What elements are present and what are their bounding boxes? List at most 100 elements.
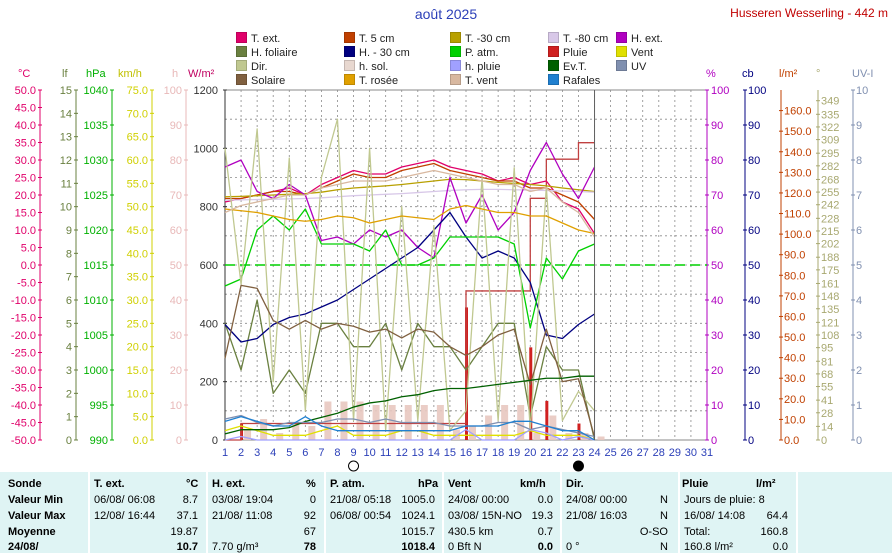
table-row-label: Valeur Max [8,510,66,522]
table-cell: 03/08/ 19:04 [212,494,274,506]
x-tick-label: 30 [685,447,697,459]
legend-item: T. vent [450,74,497,87]
axis-tick-label: 70.0 [784,291,805,303]
axis-tick-label: 1030 [84,155,108,167]
x-tick-label: 18 [492,447,504,459]
axis-tick-label: 40 [711,295,723,307]
series-line [224,414,595,438]
axis-tick-label: 40 [170,295,182,307]
axis-tick-label: 150.0 [784,126,812,138]
axis-tick-label: 81 [821,356,833,368]
x-tick-label: 27 [637,447,649,459]
axis-tick-label: 7 [856,190,862,202]
axis-tick-label: 10 [170,400,182,412]
axis-tick-label: 1 [856,400,862,412]
table-divider [442,472,444,553]
series-line [224,284,596,438]
unit-hpa: hPa [86,68,106,80]
axis-tick-label: 1000 [84,365,108,377]
unit-h: h [172,68,179,80]
axis-tick-label: 10.0 [15,225,36,237]
axis-tick-label: 30.0 [127,295,148,307]
table-row-label: Valeur Min [8,494,64,506]
bar-h-sol [533,433,541,440]
x-tick-label: 15 [444,447,456,459]
legend-swatch [344,32,355,43]
axis-tick-label: 1035 [84,120,108,132]
axis-tick-label: 0 [821,435,827,447]
axis-tick-label: 0 [748,435,754,447]
legend-item: Ev.T. [548,60,587,73]
table-cell: 24/08/ 00:00 [448,494,510,506]
bar-h-sol [244,429,252,440]
axis-tick-label: 75.0 [127,85,148,97]
axis-tick-label: 4 [856,295,862,307]
bar-h-sol [372,405,380,440]
full-moon-icon [348,460,360,472]
x-tick-label: 28 [653,447,665,459]
legend-label: T. ext. [251,33,281,45]
table-cell: 21/08/ 11:08 [212,510,273,522]
x-tick-label: 16 [460,447,472,459]
table-cell: 03/08/ 15N-NO [448,510,522,522]
axis-tick-label: 121 [821,317,839,329]
table-cell: 64.4 [766,510,788,522]
table-cell: 1005.0 [401,494,435,506]
legend-item: Rafales [548,74,600,87]
axis-tick-label: 90.0 [784,250,805,262]
x-tick-label: 20 [524,447,536,459]
axis-tick-label: 60 [170,225,182,237]
table-cell: 430.5 km [448,526,494,538]
axis-tick-label: 40.0 [15,120,36,132]
axis-tick-label: 50 [170,260,182,272]
table-cell: 7.70 g/m³ [212,541,259,553]
legend-item: UV [616,60,646,73]
legend-swatch [548,32,559,43]
axis-tick-label: 1010 [84,295,108,307]
legend-item: h. sol. [344,60,388,73]
axis-tick-label: 215 [821,226,839,238]
axis-tick-label: 995 [90,400,108,412]
axis-tick-label: 990 [90,435,108,447]
table-header: T. ext. [94,478,125,490]
x-tick-label: 10 [363,447,375,459]
x-tick-label: 11 [380,447,391,459]
axis-tick-label: 55.0 [127,178,148,190]
axis-tick-label: 282 [821,161,839,173]
axis-tick-label: 95 [821,343,833,355]
unit-pct: % [706,68,716,80]
x-tick-label: 24 [588,447,600,459]
axis-tick-label: 20 [711,365,723,377]
x-tick-label: 29 [669,447,681,459]
table-cell: 19.3 [531,510,553,522]
axis-tick-label: 3 [856,330,862,342]
axis-tick-label: 10.0 [784,414,805,426]
weather-chart: 50.045.040.035.030.025.020.015.010.05.00… [11,85,868,472]
axis-tick-label: 50 [748,260,760,272]
x-tick-label: 14 [428,447,440,459]
legend-label: T. vent [465,75,498,87]
axis-tick-label: 120.0 [784,188,812,200]
bar-h-sol [517,405,525,440]
legend-label: Solaire [251,75,286,87]
axis-tick-label: 25.0 [15,173,36,185]
x-tick-label: 4 [270,447,276,459]
bar-h-sol [485,415,493,440]
axis-tick-label: 50.0 [784,332,805,344]
axis-tick-label: 7 [66,272,72,284]
legend-label: H. foliaire [251,47,298,59]
legend-swatch [236,60,247,71]
axis-tick-label: 80 [711,155,723,167]
table-cell: 10.7 [176,541,198,553]
x-tick-label: 7 [318,447,324,459]
x-tick-label: 1 [222,447,228,459]
axis-tick-label: -40.0 [11,400,36,412]
bar-h-sol [276,433,284,440]
axis-tick-label: 50.0 [127,202,148,214]
axis-tick-label: -25.0 [11,348,36,360]
table-cell: Total: [684,526,711,538]
table-header: H. ext. [212,478,246,490]
